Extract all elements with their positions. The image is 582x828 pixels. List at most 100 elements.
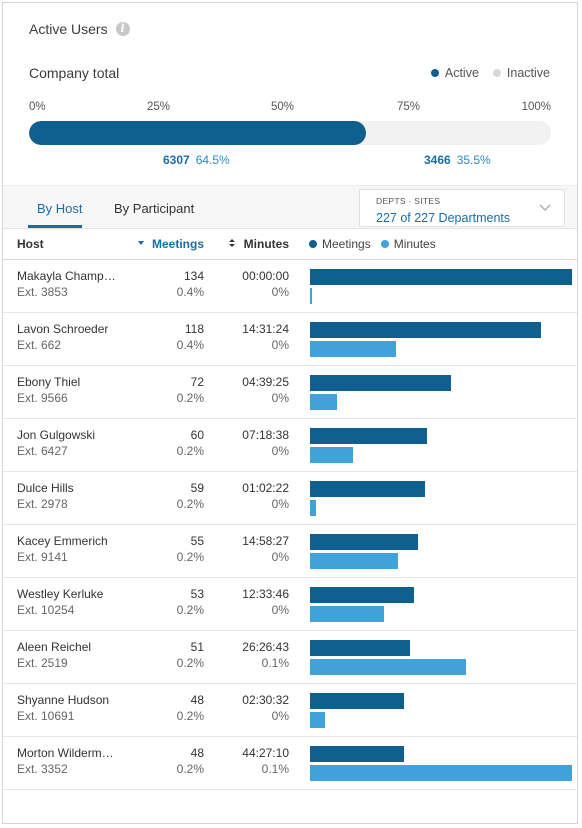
department-filter-value: 227 of 227 Departments [376,211,511,225]
meetings-count: 134 [183,269,204,283]
inactive-stat: 3466 35.5% [424,153,491,167]
minutes-bar [310,500,317,516]
active-tab-indicator [28,225,82,228]
host-name: Westley Kerluke [17,587,104,601]
legend-minutes-label: Minutes [393,237,436,251]
minutes-percent: 0.1% [261,656,289,670]
meetings-bar [310,322,541,338]
minutes-bar [310,553,399,569]
legend-minutes: Minutes [380,237,436,251]
meetings-percent: 0.2% [176,497,204,511]
host-name: Dulce Hills [17,481,74,495]
active-dot-icon [430,69,439,77]
legend-active-label: Active [444,66,479,80]
minutes-total: 01:02:22 [242,481,289,495]
tab-by-participant[interactable]: By Participant [114,201,195,216]
host-extension: Ext. 2519 [17,656,68,670]
table-row[interactable]: Westley Kerluke Ext. 10254 53 0.2% 12:33:46 0… [3,578,577,631]
inactive-percent: 35.5% [456,153,491,167]
host-name: Kacey Emmerich [17,534,108,548]
meetings-percent: 0.2% [176,603,204,617]
host-table-body: Makayla Champ… Ext. 3853 134 0.4% 00:00:00 0%… [3,260,577,790]
status-legend: Active Inactive [417,66,550,80]
minutes-bar [310,659,466,675]
meetings-column-header[interactable]: Meetings [137,237,204,251]
meetings-percent: 0.2% [176,444,204,458]
active-users-progress-bar [29,121,551,145]
table-row[interactable]: Morton Wilderm… Ext. 3352 48 0.2% 44:27:10 0.… [3,737,577,790]
host-name: Makayla Champ… [17,269,116,283]
minutes-percent: 0.1% [261,762,289,776]
minutes-bar [310,341,396,357]
minutes-percent: 0% [271,497,289,511]
host-name: Aleen Reichel [17,640,92,654]
meetings-bar [310,587,414,603]
department-filter-dropdown[interactable]: DEPTS · SITES 227 of 227 Departments [359,189,565,227]
meetings-count: 53 [190,587,204,601]
meetings-bar [310,534,418,550]
table-row[interactable]: Dulce Hills Ext. 2978 59 0.2% 01:02:22 0% [3,472,577,525]
card-header: Active Users i [29,21,130,37]
inactive-dot-icon [492,69,501,77]
minutes-total: 12:33:46 [242,587,289,601]
meetings-bar [310,269,572,285]
minutes-percent: 0% [271,550,289,564]
meetings-count: 48 [190,746,204,760]
table-row[interactable]: Aleen Reichel Ext. 2519 51 0.2% 26:26:43 0.1% [3,631,577,684]
meetings-percent: 0.4% [176,338,204,352]
table-row[interactable]: Makayla Champ… Ext. 3853 134 0.4% 00:00:00 0% [3,260,577,313]
legend-inactive-label: Inactive [506,66,550,80]
minutes-percent: 0% [271,391,289,405]
minutes-total: 14:31:24 [242,322,289,336]
meetings-count: 55 [190,534,204,548]
meetings-percent: 0.2% [176,762,204,776]
card-title: Active Users [29,21,108,37]
minutes-total: 26:26:43 [242,640,289,654]
progress-ticks: 0% 25% 50% 75% 100% [29,101,551,115]
meetings-count: 48 [190,693,204,707]
minutes-percent: 0% [271,338,289,352]
minutes-total: 04:39:25 [242,375,289,389]
table-row[interactable]: Lavon Schroeder Ext. 662 118 0.4% 14:31:24 0% [3,313,577,366]
sort-desc-icon [137,237,152,251]
tick-label: 100% [521,101,551,113]
host-extension: Ext. 3352 [17,762,68,776]
host-column-header[interactable]: Host [17,237,44,251]
minutes-percent: 0% [271,285,289,299]
minutes-percent: 0% [271,709,289,723]
host-extension: Ext. 662 [17,338,62,352]
info-icon[interactable]: i [115,22,130,36]
table-row[interactable]: Ebony Thiel Ext. 9566 72 0.2% 04:39:25 0% [3,366,577,419]
active-users-progress-fill [29,121,366,145]
table-row[interactable]: Shyanne Hudson Ext. 10691 48 0.2% 02:30:32 0% [3,684,577,737]
chevron-down-icon [538,200,552,219]
meetings-count: 72 [190,375,204,389]
table-row[interactable]: Jon Gulgowski Ext. 6427 60 0.2% 07:18:38 0% [3,419,577,472]
table-header: Host Meetings Minutes Meetings Minutes [3,231,577,260]
bar-legend: Meetings Minutes [309,237,446,251]
tab-by-host[interactable]: By Host [37,201,83,216]
host-extension: Ext. 6427 [17,444,68,458]
host-name: Jon Gulgowski [17,428,96,442]
sort-both-icon [228,237,243,251]
host-extension: Ext. 10691 [17,709,75,723]
minutes-bar [310,765,572,781]
tick-label: 75% [397,101,421,113]
minutes-column-header[interactable]: Minutes [228,237,289,251]
tick-label: 0% [29,101,46,113]
table-row[interactable]: Kacey Emmerich Ext. 9141 55 0.2% 14:58:27 0% [3,525,577,578]
active-percent: 64.5% [195,153,230,167]
active-stat: 6307 64.5% [163,153,230,167]
minutes-total: 44:27:10 [242,746,289,760]
meetings-count: 118 [184,322,204,336]
host-extension: Ext. 3853 [17,285,68,299]
minutes-bar [310,712,325,728]
host-name: Lavon Schroeder [17,322,109,336]
minutes-total: 07:18:38 [242,428,289,442]
legend-active: Active [430,66,479,80]
minutes-total: 00:00:00 [242,269,289,283]
active-count: 6307 [163,153,190,167]
minutes-bar [310,447,354,463]
meetings-count: 51 [190,640,204,654]
host-extension: Ext. 9566 [17,391,68,405]
